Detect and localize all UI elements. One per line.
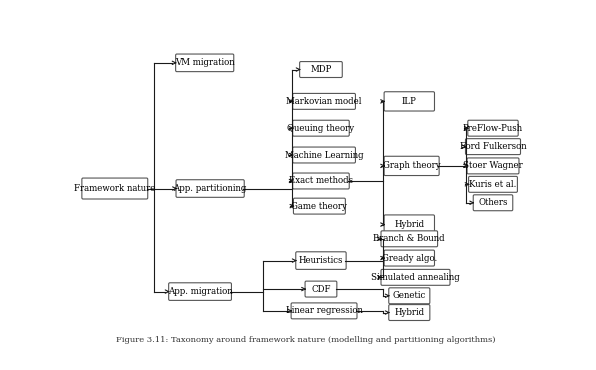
FancyBboxPatch shape [389, 305, 430, 320]
Text: Stoer Wagner: Stoer Wagner [463, 161, 523, 171]
Text: CDF: CDF [311, 285, 331, 293]
FancyBboxPatch shape [468, 120, 518, 136]
FancyBboxPatch shape [176, 54, 234, 72]
Text: Linear regression: Linear regression [285, 306, 362, 315]
FancyBboxPatch shape [293, 93, 355, 110]
Text: Graph theory: Graph theory [383, 161, 440, 171]
Text: Framework nature: Framework nature [74, 184, 156, 193]
Text: Figure 3.11: Taxonomy around framework nature (modelling and partitioning algori: Figure 3.11: Taxonomy around framework n… [116, 336, 495, 344]
Text: Gready algo.: Gready algo. [381, 253, 437, 263]
FancyBboxPatch shape [305, 281, 337, 297]
FancyBboxPatch shape [82, 178, 148, 199]
Text: Game theory: Game theory [291, 202, 347, 211]
Text: App. partitioning: App. partitioning [173, 184, 247, 193]
FancyBboxPatch shape [296, 252, 346, 269]
Text: PreFlow-Push: PreFlow-Push [463, 124, 523, 133]
Text: Kuris et al.: Kuris et al. [469, 180, 517, 189]
FancyBboxPatch shape [384, 92, 434, 111]
FancyBboxPatch shape [381, 231, 437, 247]
Text: VM migration: VM migration [175, 58, 234, 67]
FancyBboxPatch shape [293, 173, 349, 189]
FancyBboxPatch shape [300, 61, 342, 77]
FancyBboxPatch shape [384, 215, 434, 234]
FancyBboxPatch shape [465, 139, 520, 155]
FancyBboxPatch shape [467, 158, 519, 174]
FancyBboxPatch shape [384, 156, 439, 175]
Text: Genetic: Genetic [393, 291, 426, 300]
FancyBboxPatch shape [291, 303, 357, 319]
Text: Simulated annealing: Simulated annealing [371, 273, 460, 282]
FancyBboxPatch shape [468, 176, 517, 192]
FancyBboxPatch shape [473, 195, 513, 211]
FancyBboxPatch shape [169, 283, 231, 300]
FancyBboxPatch shape [384, 250, 434, 266]
FancyBboxPatch shape [389, 288, 430, 304]
Text: App. migration: App. migration [167, 287, 232, 296]
FancyBboxPatch shape [381, 269, 450, 285]
Text: Queuing theory: Queuing theory [287, 124, 355, 133]
FancyBboxPatch shape [293, 120, 349, 136]
Text: MDP: MDP [311, 65, 331, 74]
Text: Exact methods: Exact methods [289, 176, 353, 185]
Text: Hybrid: Hybrid [394, 220, 424, 229]
FancyBboxPatch shape [293, 198, 345, 214]
Text: ILP: ILP [402, 97, 417, 106]
FancyBboxPatch shape [176, 180, 244, 197]
Text: Others: Others [478, 198, 508, 207]
Text: Ford Fulkerson: Ford Fulkerson [460, 142, 526, 151]
Text: Machine Learning: Machine Learning [285, 151, 364, 159]
Text: Hybrid: Hybrid [394, 308, 424, 317]
FancyBboxPatch shape [293, 147, 355, 163]
Text: Heuristics: Heuristics [299, 256, 343, 265]
Text: Markovian model: Markovian model [286, 97, 362, 106]
Text: Branch & Bound: Branch & Bound [374, 234, 445, 243]
